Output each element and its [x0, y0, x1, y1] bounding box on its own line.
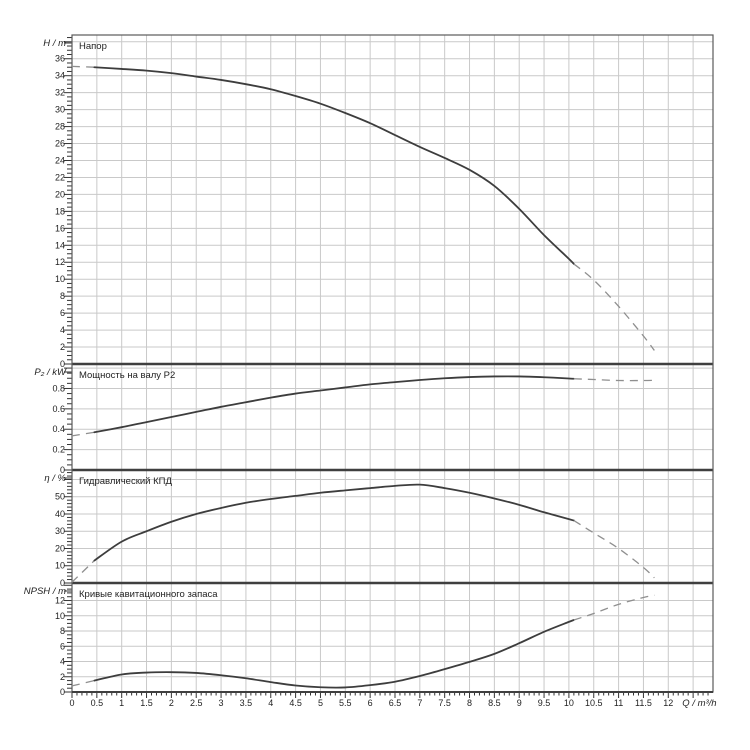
ytick-label-head: 36 [55, 54, 65, 64]
xtick-label: 11 [614, 698, 623, 708]
curve-npsh-dash-end [573, 594, 655, 621]
ytick-label-head: 24 [55, 155, 65, 165]
xtick-label: 12 [663, 698, 673, 708]
xtick-label: 2 [169, 698, 174, 708]
ylabel-power: P₂ / kW [34, 367, 67, 378]
ytick-label-head: 6 [60, 308, 65, 318]
ytick-label-head: 10 [55, 274, 65, 284]
ytick-label-power: 0.2 [52, 445, 65, 455]
xtick-label: 9 [517, 698, 522, 708]
ytick-label-efficiency: 30 [55, 526, 65, 536]
xtick-label: 1 [119, 698, 124, 708]
curve-efficiency-solid [93, 483, 575, 562]
ytick-label-head: 2 [60, 342, 65, 352]
curves-layer [71, 65, 655, 689]
xtick-label: 2.5 [190, 698, 203, 708]
ytick-label-efficiency: 50 [55, 492, 65, 502]
ytick-label-power: 0.8 [52, 383, 65, 393]
xtick-label: 0.5 [91, 698, 104, 708]
xtick-label: 6 [368, 698, 373, 708]
subplot-title-efficiency: Гидравлический КПД [79, 476, 172, 487]
ytick-label-power: 0.6 [52, 404, 65, 414]
subplot-title-npsh: Кривые кавитационного запаса [79, 589, 218, 600]
ytick-label-head: 18 [55, 206, 65, 216]
ytick-label-head: 16 [55, 223, 65, 233]
ylabel-npsh: NPSH / m [24, 586, 66, 597]
ylabel-head: H / m [43, 38, 66, 49]
ytick-label-head: 0 [60, 359, 65, 369]
curve-power-dash-end [573, 378, 655, 382]
ytick-label-head: 22 [55, 172, 65, 182]
ytick-label-head: 30 [55, 105, 65, 115]
ytick-label-head: 8 [60, 291, 65, 301]
xtick-label: 4 [268, 698, 273, 708]
curve-power-solid [93, 375, 575, 434]
xtick-label: 4.5 [289, 698, 302, 708]
xtick-label: 11.5 [635, 698, 652, 708]
curve-head-dash-end [573, 263, 655, 351]
xtick-label: 8 [467, 698, 472, 708]
xtick-label: 10 [564, 698, 574, 708]
curve-head-dash-start [71, 65, 95, 68]
ytick-label-npsh: 10 [55, 611, 65, 621]
curve-head-solid [93, 66, 575, 265]
curve-npsh-solid [93, 619, 575, 689]
ytick-label-head: 4 [60, 325, 65, 335]
ytick-label-npsh: 12 [55, 596, 65, 606]
ytick-label-head: 12 [55, 257, 65, 267]
ytick-label-power: 0 [60, 465, 65, 475]
ytick-label-head: 26 [55, 139, 65, 149]
ytick-label-npsh: 4 [60, 657, 65, 667]
xtick-label: 0 [69, 698, 74, 708]
ytick-label-npsh: 0 [60, 687, 65, 697]
xtick-label: 5 [318, 698, 323, 708]
ytick-label-head: 34 [55, 71, 65, 81]
curve-efficiency-dash-start [71, 560, 95, 583]
ytick-label-npsh: 8 [60, 626, 65, 636]
curve-efficiency-dash-end [573, 519, 655, 579]
ytick-label-head: 28 [55, 122, 65, 132]
ytick-label-npsh: 6 [60, 641, 65, 651]
xtick-label: 1.5 [140, 698, 153, 708]
xtick-label: 3.5 [240, 698, 253, 708]
xtick-label: 9.5 [538, 698, 551, 708]
xtick-label: 10.5 [585, 698, 603, 708]
ytick-label-efficiency: 10 [55, 561, 65, 571]
xtick-label: 6.5 [389, 698, 402, 708]
ytick-label-power: 0.4 [52, 424, 65, 434]
xtick-label: 8.5 [488, 698, 501, 708]
curve-npsh-dash-start [71, 679, 95, 687]
xtick-label: 7.5 [438, 698, 451, 708]
subplot-title-power: Мощность на валу P2 [79, 370, 175, 381]
curve-power-dash-start [71, 431, 95, 437]
xtick-label: 3 [219, 698, 224, 708]
subplot-title-head: Напор [79, 41, 107, 52]
ytick-label-head: 14 [55, 240, 65, 250]
ytick-label-efficiency: 0 [60, 578, 65, 588]
xtick-label: 7 [417, 698, 422, 708]
ytick-label-efficiency: 20 [55, 543, 65, 553]
xlabel: Q / m³/h [682, 698, 716, 709]
ytick-label-head: 32 [55, 88, 65, 98]
axes-layer [64, 34, 714, 698]
ytick-label-efficiency: 40 [55, 509, 65, 519]
xtick-label: 5.5 [339, 698, 352, 708]
ytick-label-head: 20 [55, 189, 65, 199]
ylabel-efficiency: η / % [44, 473, 66, 484]
ytick-label-npsh: 2 [60, 672, 65, 682]
